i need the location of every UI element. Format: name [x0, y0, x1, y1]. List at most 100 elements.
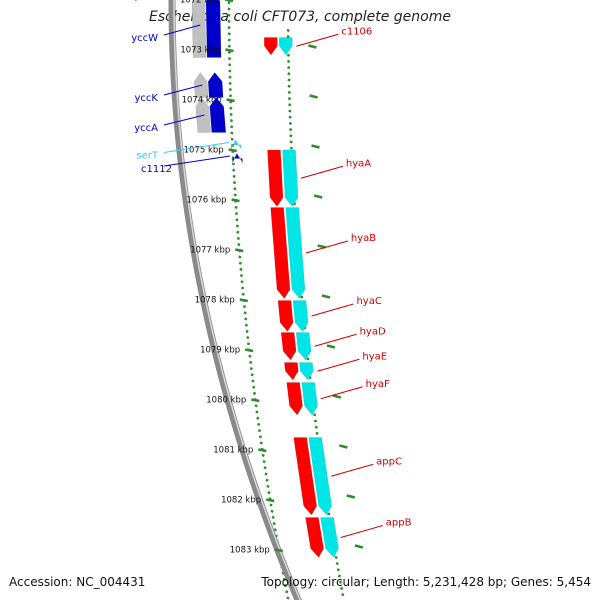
kbp-major-tick-right: [308, 44, 317, 49]
forward-cds-appB[interactable]: [320, 517, 339, 558]
gene-label-hyaD[interactable]: hyaD: [360, 326, 386, 337]
forward-cds-c1106[interactable]: [278, 37, 293, 56]
forward-gene-hyaF[interactable]: [286, 382, 303, 416]
minor-tick: [289, 140, 293, 144]
kbp-major-tick: [239, 298, 249, 303]
forward-cds-hyaF[interactable]: [301, 382, 318, 416]
minor-tick: [287, 90, 291, 94]
minor-tick: [236, 236, 240, 240]
kbp-major-tick-right: [354, 544, 364, 549]
minor-tick: [241, 292, 245, 296]
gene-label-hyaF[interactable]: hyaF: [366, 379, 390, 390]
minor-tick: [245, 329, 249, 333]
minor-tick: [273, 528, 277, 532]
kbp-tick-label: 1082 kbp: [221, 496, 261, 506]
minor-tick: [227, 1, 231, 5]
gene-label-yccA[interactable]: yccA: [134, 123, 158, 134]
minor-tick: [227, 13, 231, 17]
kbp-major-tick: [231, 198, 240, 203]
minor-tick: [286, 28, 290, 32]
gene-label-yccW[interactable]: yccW: [131, 33, 158, 44]
minor-tick: [229, 106, 233, 110]
minor-tick: [258, 435, 263, 439]
minor-tick: [240, 280, 244, 284]
kbp-major-tick-right: [309, 94, 318, 99]
minor-tick: [239, 274, 244, 278]
minor-tick: [287, 72, 291, 76]
minor-tick: [236, 230, 240, 234]
gene-label-appB[interactable]: appB: [386, 518, 412, 529]
minor-tick: [282, 577, 286, 581]
reverse-gene-yccA[interactable]: [209, 97, 227, 133]
gene-label-hyaB[interactable]: hyaB: [351, 233, 376, 244]
forward-gene-hyaE[interactable]: [284, 362, 299, 381]
minor-tick: [227, 19, 231, 23]
kbp-major-tick: [258, 448, 267, 453]
minor-tick: [229, 100, 233, 104]
forward-gene-leader: [314, 333, 357, 347]
minor-tick: [327, 512, 331, 516]
minor-tick: [257, 422, 261, 426]
kbp-tick-label: 1080 kbp: [206, 396, 246, 406]
forward-gene-appC[interactable]: [293, 437, 317, 516]
kbp-tick-label: 1075 kbp: [184, 146, 224, 156]
minor-tick: [265, 478, 269, 482]
minor-tick: [336, 568, 340, 572]
kbp-major-tick-right: [311, 144, 320, 149]
forward-cds-hyaD[interactable]: [295, 332, 312, 361]
forward-gene-hyaB[interactable]: [270, 207, 291, 299]
minor-tick: [334, 555, 338, 559]
forward-gene-hyaD[interactable]: [280, 332, 297, 361]
reverse-gene-leader: [163, 114, 205, 126]
kbp-tick-label: 1078 kbp: [195, 296, 235, 306]
reverse-gene-serT[interactable]: [230, 139, 242, 150]
minor-tick: [232, 168, 236, 172]
forward-cds-appC[interactable]: [308, 437, 332, 516]
reverse-gene-c1112[interactable]: [232, 152, 243, 164]
gene-label-hyaE[interactable]: hyaE: [362, 351, 387, 362]
kbp-major-tick: [274, 548, 284, 553]
minor-tick: [229, 119, 233, 123]
kbp-tick-label: 1081 kbp: [213, 446, 253, 456]
minor-tick: [289, 134, 293, 138]
forward-gene-leader: [320, 386, 363, 400]
gene-label-c1112[interactable]: c1112: [141, 164, 172, 175]
kbp-major-tick: [235, 248, 244, 253]
gene-label-hyaA[interactable]: hyaA: [346, 158, 371, 169]
forward-gene-c1106[interactable]: [263, 37, 278, 56]
minor-tick: [251, 379, 255, 383]
forward-cds-hyaE[interactable]: [299, 362, 314, 381]
forward-cds-hyaC[interactable]: [292, 300, 309, 332]
gene-label-yccV[interactable]: yccV: [134, 0, 158, 2]
gene-label-c1106[interactable]: c1106: [341, 26, 372, 37]
minor-tick: [254, 404, 258, 408]
kbp-major-tick: [244, 348, 254, 353]
minor-tick: [270, 509, 274, 513]
reverse-gene-leader: [163, 155, 231, 167]
gene-label-serT[interactable]: serT: [136, 151, 158, 162]
gene-label-hyaC[interactable]: hyaC: [356, 296, 381, 307]
map-title: Escherichia coli CFT073, complete genome: [149, 9, 451, 25]
forward-gene-hyaC[interactable]: [277, 300, 294, 332]
minor-tick: [267, 491, 271, 495]
minor-tick: [252, 391, 257, 395]
minor-tick: [262, 460, 266, 464]
forward-cds-hyaA[interactable]: [282, 149, 299, 207]
forward-gene-hyaA[interactable]: [267, 149, 284, 207]
minor-tick: [288, 109, 292, 113]
genome-summary-text: Topology: circular; Length: 5,231,428 bp…: [261, 575, 591, 589]
gene-label-yccK[interactable]: yccK: [135, 93, 159, 104]
reverse-gene-yccW[interactable]: [205, 0, 222, 58]
minor-tick: [234, 205, 238, 209]
reverse-cds-yccW[interactable]: [191, 0, 207, 58]
minor-tick: [252, 385, 256, 389]
genome-backbone: [168, 0, 302, 600]
minor-tick: [227, 50, 232, 54]
reverse-gene-leader: [163, 24, 201, 36]
gene-label-appC[interactable]: appC: [376, 456, 402, 467]
forward-cds-hyaB[interactable]: [285, 207, 306, 299]
minor-tick: [259, 441, 263, 445]
forward-gene-appB[interactable]: [305, 517, 324, 558]
minor-tick: [283, 584, 288, 588]
reverse-gene-yccK[interactable]: [207, 72, 224, 98]
